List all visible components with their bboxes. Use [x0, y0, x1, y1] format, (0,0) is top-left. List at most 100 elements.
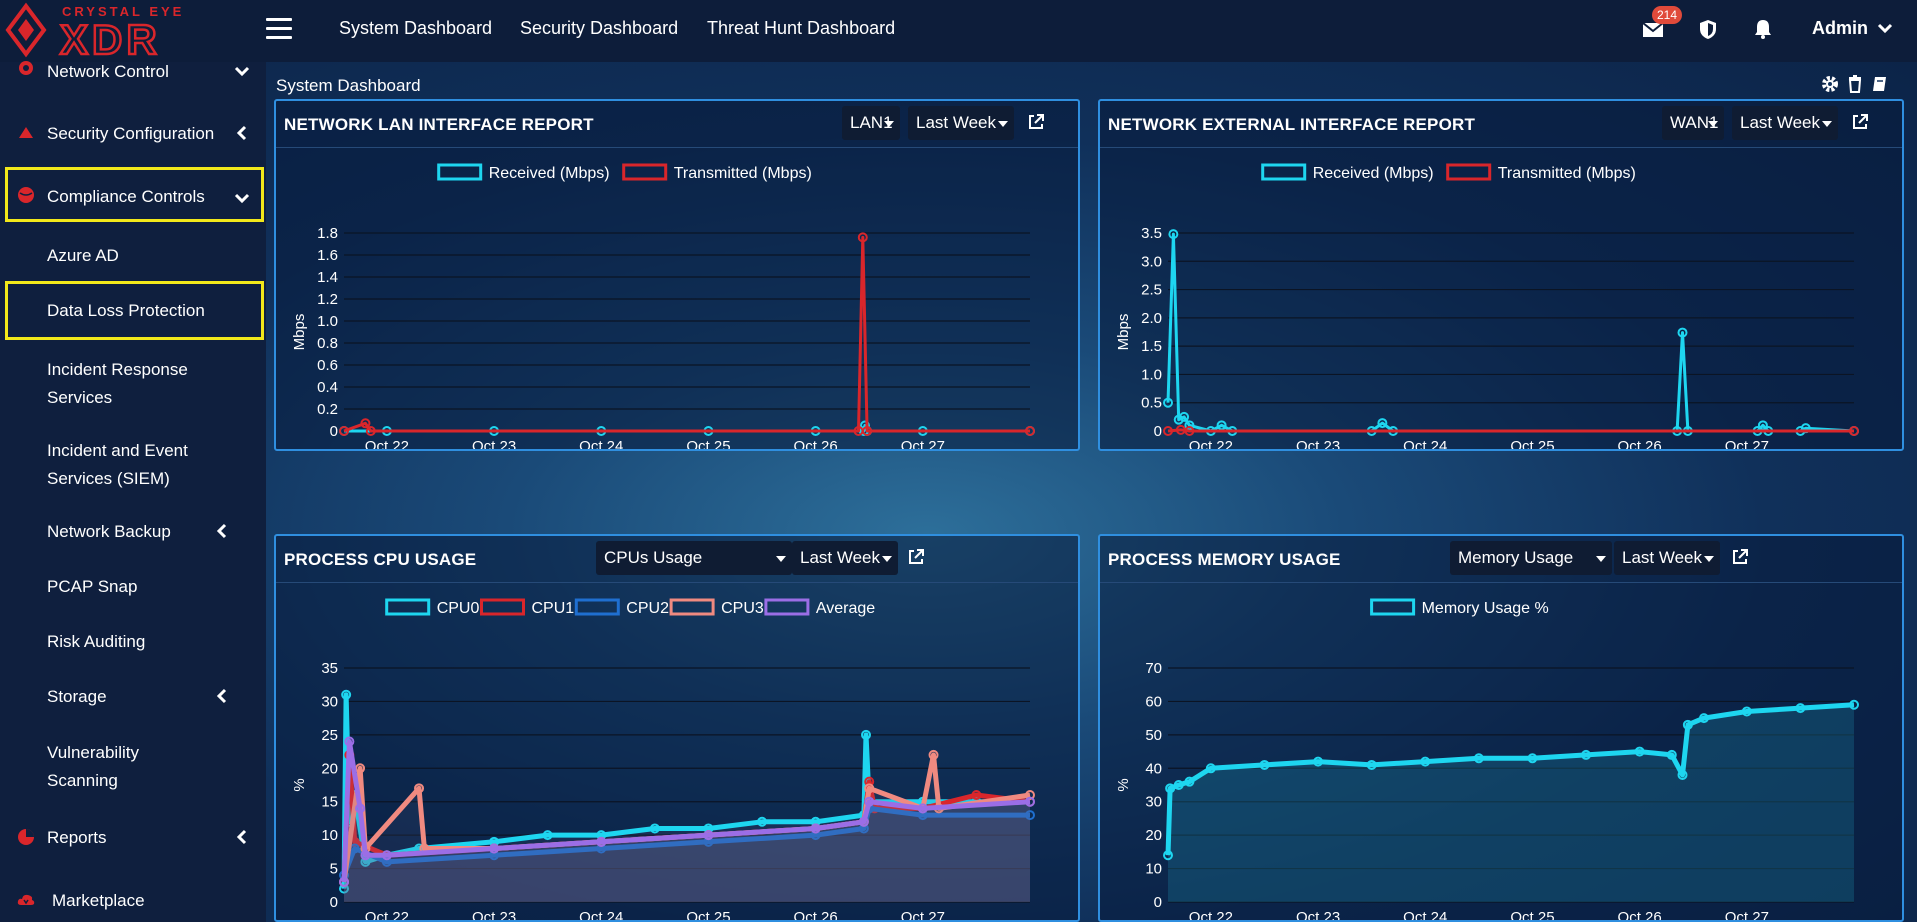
legend-item: CPU2 — [574, 598, 669, 617]
sidebar-item-label: Marketplace — [52, 891, 145, 910]
bell-icon[interactable] — [1750, 16, 1776, 42]
sidebar-item-security-configuration[interactable]: Security Configuration — [0, 124, 266, 148]
x-tick-label: Oct 22 — [1189, 438, 1233, 449]
y-tick-label: 1.4 — [317, 269, 338, 286]
y-tick-label: 0.8 — [317, 335, 338, 352]
legend-label: CPU0 — [437, 600, 480, 617]
sidebar-item-azure-ad[interactable]: Azure AD — [0, 246, 266, 270]
nav-security-dashboard[interactable]: Security Dashboard — [520, 18, 679, 38]
sidebar-item-risk-auditing[interactable]: Risk Auditing — [0, 632, 266, 656]
x-tick-label: Oct 26 — [794, 438, 838, 449]
sidebar-item-compliance-controls[interactable]: Compliance Controls — [0, 187, 266, 211]
crystal-eye-logo[interactable]: CRYSTAL EYE XDR — [0, 0, 265, 60]
sidebar-item-storage[interactable]: Storage — [0, 687, 266, 711]
legend-swatch — [1370, 598, 1416, 616]
data-point — [862, 426, 873, 436]
trash-icon[interactable] — [1845, 74, 1865, 94]
sidebar-item-incident-and-event-services[interactable]: Incident and Event Services (SIEM) — [0, 437, 266, 489]
top-bar: CRYSTAL EYE XDR System Dashboard Securit… — [0, 0, 1917, 62]
period-select[interactable]: Last Week — [908, 106, 1014, 140]
user-menu[interactable]: Admin — [1812, 18, 1893, 39]
sidebar-item-incident-response-services[interactable]: Incident Response Services — [0, 356, 266, 408]
data-point — [381, 856, 392, 867]
menu-toggle-button[interactable] — [266, 18, 292, 42]
sidebar-item-vulnerability-scanning[interactable]: Vulnerability Scanning — [0, 739, 266, 791]
metric-select[interactable]: CPUs Usage — [596, 541, 792, 575]
external-link-icon[interactable] — [1026, 112, 1046, 132]
x-tick-label: Oct 23 — [472, 909, 516, 920]
legend-label: Transmitted (Mbps) — [674, 165, 812, 182]
x-tick-label: Oct 27 — [1725, 438, 1769, 449]
data-point — [365, 426, 376, 436]
nav-system-dashboard[interactable]: System Dashboard — [339, 18, 493, 38]
data-point — [381, 850, 392, 861]
sidebar-item-data-loss-protection[interactable]: Data Loss Protection — [0, 301, 266, 325]
sidebar-item-network-control[interactable]: Network Control — [0, 61, 266, 86]
x-tick-label: Oct 24 — [1403, 909, 1447, 920]
x-tick-label: Oct 23 — [472, 438, 516, 449]
period-select[interactable]: Last Week — [792, 541, 898, 575]
sidebar-item-label: Risk Auditing — [47, 632, 146, 651]
legend-swatch — [669, 598, 715, 616]
data-point — [1698, 713, 1709, 724]
mail-icon[interactable] — [1640, 16, 1666, 42]
data-point — [1025, 790, 1035, 801]
cpu-chart: 0 5 10 15 20 25 30 35% Oct 22 Oct 23 Oct 24 Oct 25 O… — [291, 598, 1035, 920]
data-point — [360, 418, 371, 429]
legend-label: CPU1 — [532, 600, 575, 617]
nav-threat-hunt-dashboard[interactable]: Threat Hunt Dashboard — [707, 18, 896, 38]
data-point — [917, 810, 928, 821]
data-point — [1849, 426, 1859, 436]
y-tick-label: 1.2 — [317, 291, 338, 308]
y-tick-label: 70 — [1145, 660, 1162, 677]
data-point — [1757, 420, 1768, 431]
data-point — [355, 803, 366, 814]
interface-select[interactable]: WAN1 — [1662, 106, 1724, 140]
panel-title: PROCESS MEMORY USAGE — [1108, 550, 1341, 569]
external-link-icon[interactable] — [1730, 547, 1750, 567]
y-tick-label: 5 — [330, 861, 338, 878]
y-tick-label: 35 — [321, 660, 338, 677]
data-point — [1259, 759, 1270, 770]
y-tick-label: 20 — [1145, 827, 1162, 844]
series-line — [343, 235, 1030, 433]
data-point — [810, 830, 821, 841]
y-tick-label: 1.6 — [317, 247, 338, 264]
legend-swatch — [764, 598, 810, 616]
y-tick-label: 0 — [1154, 423, 1162, 440]
sidebar-item-network-backup[interactable]: Network Backup — [0, 522, 266, 546]
external-link-icon[interactable] — [1850, 112, 1870, 132]
data-point — [1313, 756, 1324, 767]
data-point — [596, 836, 607, 847]
sidebar-item-pcap-snap[interactable]: PCAP Snap — [0, 577, 266, 601]
data-point — [414, 783, 425, 794]
shield-icon[interactable] — [1695, 16, 1721, 42]
x-tick-label: Oct 25 — [686, 909, 730, 920]
sidebar-item-marketplace[interactable]: Marketplace — [0, 891, 266, 915]
external-chart: 0 0.5 1.0 1.5 2.0 2.5 3.0 3.5 Mbps Oct 22 Oct 23 Oc… — [1115, 163, 1859, 449]
legend-item: Memory Usage % — [1370, 598, 1549, 617]
data-point — [489, 850, 500, 861]
chevron-down-icon — [234, 66, 250, 77]
data-point — [861, 729, 872, 740]
period-select[interactable]: Last Week — [1614, 541, 1720, 575]
data-point — [1025, 796, 1035, 807]
data-point — [864, 796, 875, 807]
external-link-icon[interactable] — [906, 547, 926, 567]
page-title: System Dashboard — [276, 76, 421, 95]
gear-icon[interactable] — [1820, 74, 1840, 94]
mail-count-badge: 214 — [1652, 6, 1683, 24]
data-point — [1205, 763, 1216, 774]
cpu-usage-panel: PROCESS CPU USAGE CPUs Usage Last Week 0… — [274, 534, 1080, 922]
book-icon[interactable] — [1870, 74, 1890, 94]
period-select[interactable]: Last Week — [1732, 106, 1838, 140]
sidebar-item-reports[interactable]: Reports — [0, 828, 266, 852]
interface-select[interactable]: LAN1 — [842, 106, 900, 140]
svg-text:CRYSTAL EYE: CRYSTAL EYE — [62, 4, 184, 19]
legend-swatch — [622, 163, 668, 181]
metric-select[interactable]: Memory Usage — [1450, 541, 1612, 575]
highlight-box — [5, 167, 264, 222]
series-line — [1166, 232, 1855, 433]
panel-divider — [1100, 147, 1902, 148]
external-interface-panel: NETWORK EXTERNAL INTERFACE REPORT WAN1 L… — [1098, 99, 1904, 451]
